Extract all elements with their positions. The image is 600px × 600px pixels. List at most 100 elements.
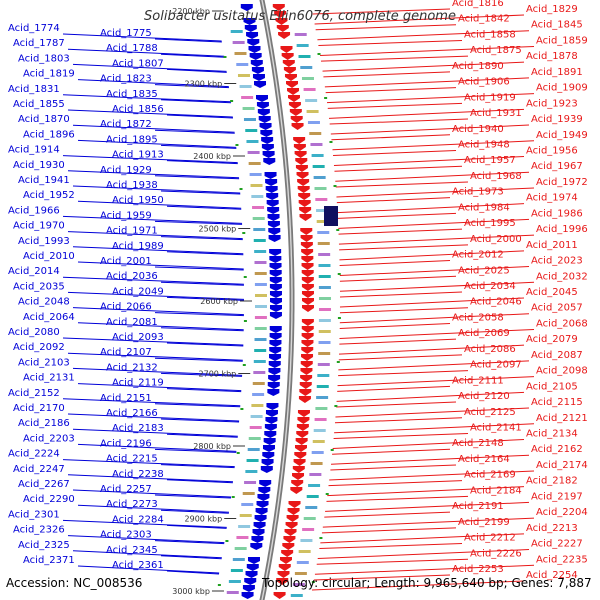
gene-label-left[interactable]: Acid_2103 [18, 357, 70, 368]
gene-label-left[interactable]: Acid_1870 [18, 114, 70, 125]
gene-label-left[interactable]: Acid_2196 [100, 438, 152, 449]
gene-label-left[interactable]: Acid_1855 [13, 99, 65, 110]
gene-label-right[interactable]: Acid_2213 [526, 523, 578, 534]
gene-label-right[interactable]: Acid_2057 [531, 303, 583, 314]
gene-label-right[interactable]: Acid_1906 [458, 77, 510, 88]
gene-label-left[interactable]: Acid_2036 [106, 271, 158, 282]
gene-label-right[interactable]: Acid_2079 [526, 334, 578, 345]
gene-label-left[interactable]: Acid_2092 [13, 342, 65, 353]
gene-label-right[interactable]: Acid_1984 [458, 202, 510, 213]
gene-label-left[interactable]: Acid_1896 [23, 129, 75, 140]
gene-label-left[interactable]: Acid_2247 [13, 464, 65, 475]
gene-label-right[interactable]: Acid_2032 [536, 271, 588, 282]
gene-label-right[interactable]: Acid_2134 [526, 429, 578, 440]
gene-label-left[interactable]: Acid_2170 [13, 403, 65, 414]
gene-label-right[interactable]: Acid_1923 [526, 98, 578, 109]
gene-label-right[interactable]: Acid_2174 [536, 460, 588, 471]
gene-label-left[interactable]: Acid_2345 [106, 545, 158, 556]
gene-label-right[interactable]: Acid_2148 [452, 438, 504, 449]
gene-label-right[interactable]: Acid_1842 [458, 14, 510, 25]
gene-label-right[interactable]: Acid_2199 [458, 517, 510, 528]
gene-label-left[interactable]: Acid_2325 [18, 540, 70, 551]
gene-label-left[interactable]: Acid_2080 [8, 327, 60, 338]
gene-label-right[interactable]: Acid_1957 [464, 155, 516, 166]
gene-label-left[interactable]: Acid_2119 [112, 378, 164, 389]
gene-label-right[interactable]: Acid_2034 [464, 281, 516, 292]
gene-label-right[interactable]: Acid_2011 [526, 240, 578, 251]
gene-label-right[interactable]: Acid_2087 [531, 350, 583, 361]
gene-label-left[interactable]: Acid_1775 [100, 28, 152, 39]
gene-label-right[interactable]: Acid_2226 [470, 548, 522, 559]
gene-label-right[interactable]: Acid_1816 [452, 0, 504, 9]
gene-label-left[interactable]: Acid_1774 [8, 23, 60, 34]
gene-label-right[interactable]: Acid_2125 [464, 407, 516, 418]
gene-label-left[interactable]: Acid_1989 [112, 241, 164, 252]
gene-label-right[interactable]: Acid_1973 [452, 187, 504, 198]
gene-label-right[interactable]: Acid_1875 [470, 45, 522, 56]
gene-label-right[interactable]: Acid_1972 [536, 177, 588, 188]
gene-label-left[interactable]: Acid_1807 [112, 58, 164, 69]
gene-label-right[interactable]: Acid_1829 [526, 4, 578, 15]
gene-label-left[interactable]: Acid_1950 [112, 195, 164, 206]
gene-label-left[interactable]: Acid_2257 [100, 484, 152, 495]
gene-label-right[interactable]: Acid_1968 [470, 171, 522, 182]
gene-label-right[interactable]: Acid_2023 [531, 256, 583, 267]
gene-label-left[interactable]: Acid_2183 [112, 423, 164, 434]
gene-label-right[interactable]: Acid_1939 [531, 114, 583, 125]
gene-label-right[interactable]: Acid_2097 [470, 360, 522, 371]
gene-label-left[interactable]: Acid_2093 [112, 332, 164, 343]
gene-label-left[interactable]: Acid_1938 [106, 180, 158, 191]
gene-label-right[interactable]: Acid_2169 [464, 470, 516, 481]
gene-label-left[interactable]: Acid_2132 [106, 362, 158, 373]
gene-label-left[interactable]: Acid_1929 [100, 165, 152, 176]
gene-label-right[interactable]: Acid_1890 [452, 61, 504, 72]
gene-label-right[interactable]: Acid_2025 [458, 265, 510, 276]
gene-label-left[interactable]: Acid_2049 [112, 286, 164, 297]
gene-label-left[interactable]: Acid_2081 [106, 317, 158, 328]
gene-label-left[interactable]: Acid_2290 [23, 494, 75, 505]
gene-label-right[interactable]: Acid_1940 [452, 124, 504, 135]
gene-label-left[interactable]: Acid_2064 [23, 312, 75, 323]
gene-label-left[interactable]: Acid_1787 [13, 38, 65, 49]
gene-label-right[interactable]: Acid_1931 [470, 108, 522, 119]
gene-label-right[interactable]: Acid_2197 [531, 491, 583, 502]
gene-label-right[interactable]: Acid_2069 [458, 328, 510, 339]
gene-label-left[interactable]: Acid_1930 [13, 160, 65, 171]
gene-label-left[interactable]: Acid_2326 [13, 525, 65, 536]
gene-label-left[interactable]: Acid_2224 [8, 449, 60, 460]
gene-label-left[interactable]: Acid_2284 [112, 514, 164, 525]
gene-label-left[interactable]: Acid_1831 [8, 84, 60, 95]
gene-label-left[interactable]: Acid_2238 [112, 469, 164, 480]
gene-label-left[interactable]: Acid_1872 [100, 119, 152, 130]
gene-label-left[interactable]: Acid_2066 [100, 302, 152, 313]
gene-label-right[interactable]: Acid_2141 [470, 423, 522, 434]
gene-label-right[interactable]: Acid_2212 [464, 533, 516, 544]
gene-label-right[interactable]: Acid_1919 [464, 92, 516, 103]
gene-label-right[interactable]: Acid_2227 [531, 539, 583, 550]
gene-label-right[interactable]: Acid_1949 [536, 130, 588, 141]
gene-label-right[interactable]: Acid_2058 [452, 312, 504, 323]
gene-label-left[interactable]: Acid_2215 [106, 454, 158, 465]
gene-label-right[interactable]: Acid_2046 [470, 297, 522, 308]
gene-label-left[interactable]: Acid_1835 [106, 89, 158, 100]
gene-label-right[interactable]: Acid_2098 [536, 366, 588, 377]
gene-label-left[interactable]: Acid_2035 [13, 281, 65, 292]
gene-label-right[interactable]: Acid_1878 [526, 51, 578, 62]
gene-label-left[interactable]: Acid_2303 [100, 530, 152, 541]
gene-label-right[interactable]: Acid_2120 [458, 391, 510, 402]
gene-label-right[interactable]: Acid_2105 [526, 381, 578, 392]
gene-label-left[interactable]: Acid_1819 [23, 69, 75, 80]
gene-label-right[interactable]: Acid_1986 [531, 208, 583, 219]
gene-label-left[interactable]: Acid_2107 [100, 347, 152, 358]
gene-label-left[interactable]: Acid_1970 [13, 221, 65, 232]
gene-label-left[interactable]: Acid_2151 [100, 393, 152, 404]
gene-label-right[interactable]: Acid_2191 [452, 501, 504, 512]
gene-label-left[interactable]: Acid_2361 [112, 560, 164, 571]
gene-label-left[interactable]: Acid_2186 [18, 418, 70, 429]
gene-label-left[interactable]: Acid_2010 [23, 251, 75, 262]
gene-label-right[interactable]: Acid_1967 [531, 161, 583, 172]
gene-label-right[interactable]: Acid_1858 [464, 29, 516, 40]
gene-label-left[interactable]: Acid_1895 [106, 134, 158, 145]
gene-label-right[interactable]: Acid_2045 [526, 287, 578, 298]
gene-label-left[interactable]: Acid_2014 [8, 266, 60, 277]
